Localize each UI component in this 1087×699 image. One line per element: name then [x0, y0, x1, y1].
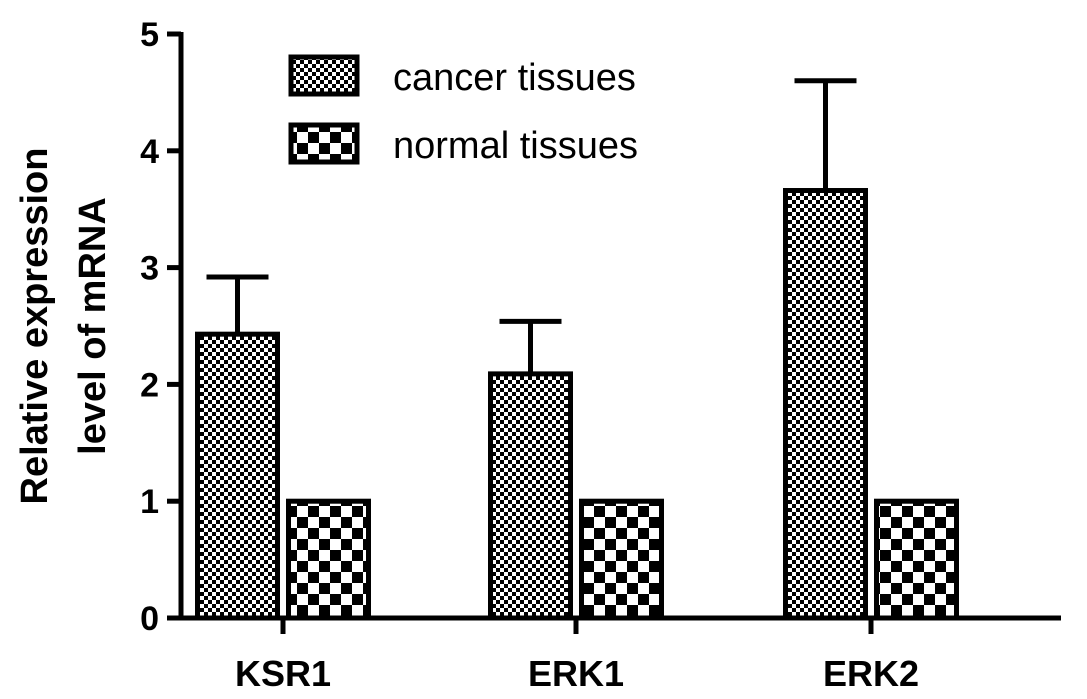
legend: cancer tissues normal tissues — [288, 54, 638, 167]
bars-layer — [195, 188, 959, 621]
y-ticks-layer: 0 1 2 3 4 5 — [140, 16, 181, 638]
y-axis-title-line-2: level of mRNA — [72, 197, 114, 455]
y-tick-label-5: 5 — [140, 16, 159, 54]
y-axis-title: Relative expression level of mRNA — [14, 148, 114, 505]
x-tick-label-ksr1: KSR1 — [235, 653, 331, 694]
bar-cancer-tissues-erk2 — [783, 188, 868, 621]
y-tick-label-4: 4 — [140, 133, 159, 171]
y-tick-label-1: 1 — [140, 483, 159, 521]
y-axis-title-line-1: Relative expression — [14, 148, 56, 505]
bar-normal-tissues-ksr1 — [286, 498, 371, 621]
bar-cancer-tissues-erk1 — [488, 371, 573, 621]
y-tick-label-0: 0 — [140, 600, 159, 638]
axes-layer — [178, 32, 1061, 621]
x-tick-label-erk2: ERK2 — [823, 653, 919, 694]
bar-normal-tissues-erk2 — [874, 498, 959, 621]
legend-swatch-normal-tissues — [288, 122, 360, 165]
bar-cancer-tissues-ksr1 — [195, 331, 280, 621]
error-bars-layer — [206, 78, 857, 374]
x-ticks-layer: KSR1 ERK1 ERK2 — [235, 618, 919, 694]
legend-swatch-cancer-tissues — [288, 54, 360, 97]
bar-normal-tissues-erk1 — [579, 498, 664, 621]
legend-label-normal-tissues: normal tissues — [393, 125, 638, 167]
legend-label-cancer-tissues: cancer tissues — [393, 57, 636, 99]
y-tick-label-2: 2 — [140, 366, 159, 404]
x-tick-label-erk1: ERK1 — [528, 653, 624, 694]
y-tick-label-3: 3 — [140, 250, 159, 288]
